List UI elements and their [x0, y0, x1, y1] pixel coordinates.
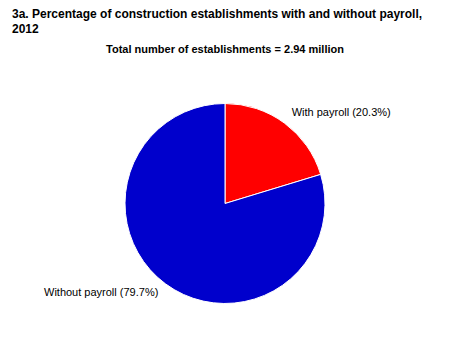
title: 3a. Percentage of construction establish…: [12, 7, 422, 36]
title-line: 3a. Percentage of construction establish…: [12, 7, 422, 21]
slice-label: Without payroll (79.7%): [44, 286, 158, 298]
chart: 3a. Percentage of construction establish…: [0, 0, 450, 338]
pie: [125, 104, 325, 304]
subtitle: Total number of establishments = 2.94 mi…: [106, 43, 344, 55]
slice-label: With payroll (20.3%): [292, 106, 391, 118]
pie-slice: [125, 104, 325, 304]
title-line: 2012: [12, 22, 39, 36]
slice-labels: With payroll (20.3%) Without payroll (79.…: [44, 106, 391, 298]
